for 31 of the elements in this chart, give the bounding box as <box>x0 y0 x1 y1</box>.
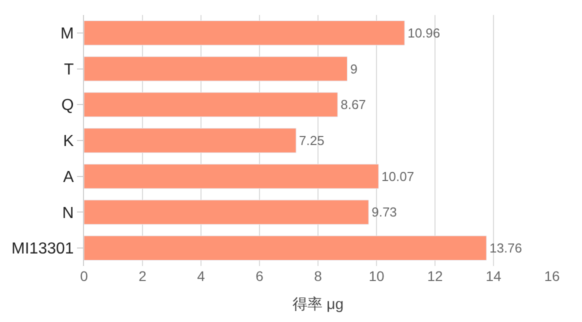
data-label: 7.25 <box>299 133 324 148</box>
bar <box>84 56 348 82</box>
y-tick-label: N <box>62 204 74 222</box>
data-label: 9 <box>350 61 358 76</box>
x-tick-label: 8 <box>314 268 322 284</box>
x-tick-label: 14 <box>486 268 502 284</box>
x-tick-label: 4 <box>197 268 206 284</box>
data-label: 10.96 <box>408 25 440 40</box>
x-tick-label: 12 <box>427 268 443 284</box>
x-tick-label: 0 <box>80 268 88 284</box>
y-tick-label: A <box>63 168 74 186</box>
y-tick-label: K <box>63 133 74 150</box>
data-label: 13.76 <box>489 240 522 256</box>
bar <box>84 20 405 46</box>
x-tick-label: 6 <box>256 268 264 284</box>
bar <box>84 236 487 261</box>
data-label: 8.67 <box>340 97 366 112</box>
y-tick-label: Q <box>61 97 74 114</box>
y-tick-label: M <box>60 26 74 43</box>
x-axis-title: 得率 μg <box>292 296 344 313</box>
bar <box>84 164 379 189</box>
bar <box>84 128 296 153</box>
x-tick-label: 2 <box>138 268 147 284</box>
bar <box>84 200 369 225</box>
data-label: 9.73 <box>372 204 397 220</box>
bar <box>84 92 338 118</box>
x-tick-label: 16 <box>544 268 560 284</box>
y-tick-label: MI13301 <box>12 240 74 258</box>
y-tick-label: T <box>64 61 74 78</box>
x-tick-label: 10 <box>368 268 384 284</box>
data-label: 10.07 <box>382 168 414 184</box>
